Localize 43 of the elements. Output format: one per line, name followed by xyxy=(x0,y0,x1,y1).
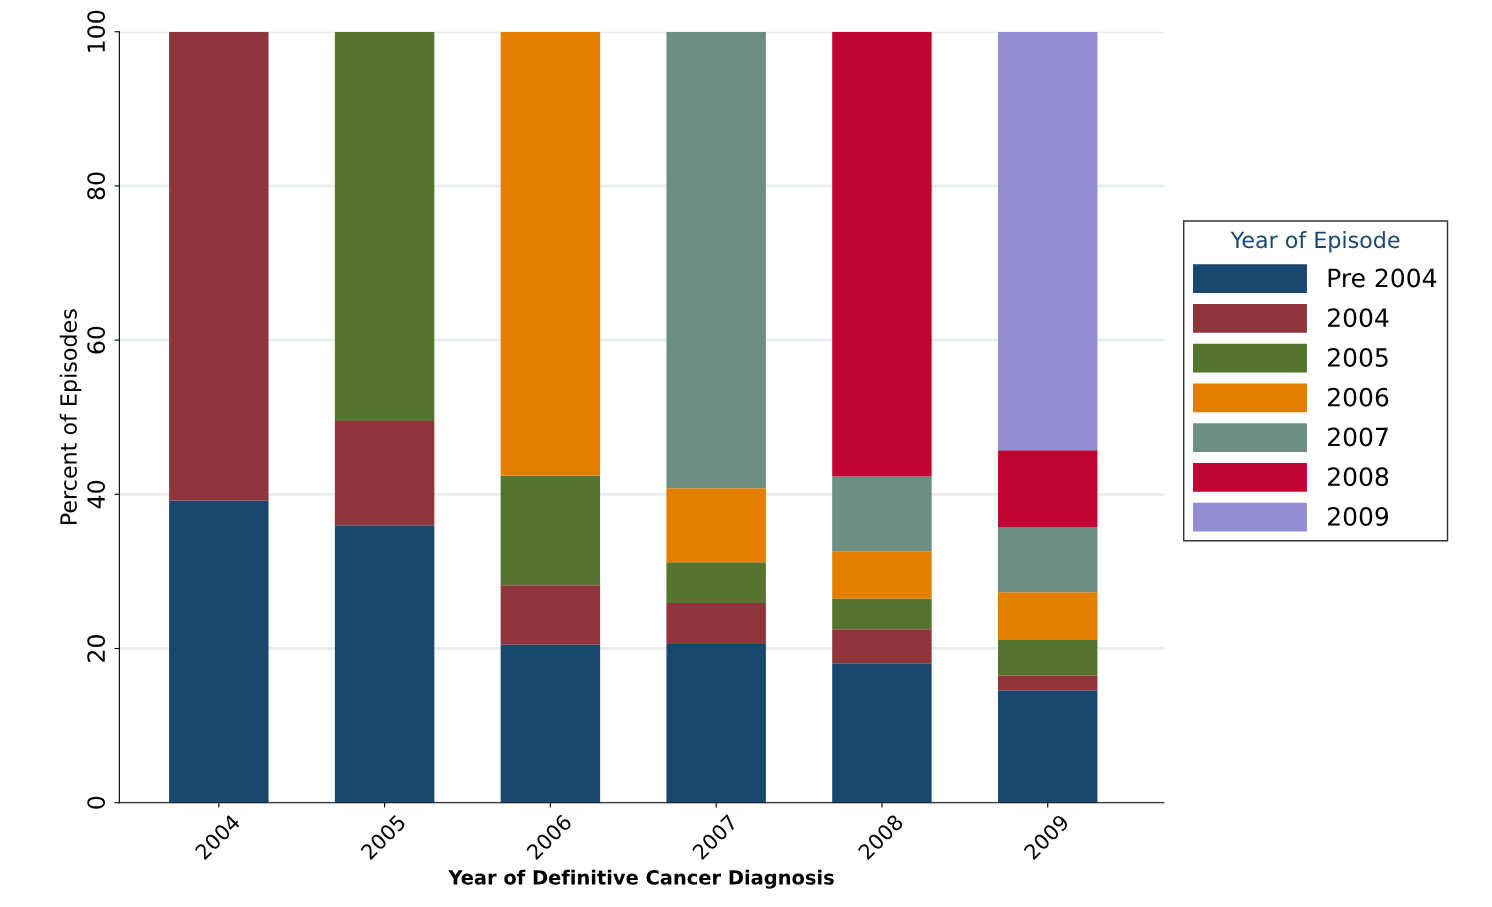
bar xyxy=(832,31,932,477)
y-tick-label: 0 xyxy=(87,796,106,809)
bar xyxy=(997,690,1098,803)
bar xyxy=(997,592,1098,641)
legend-label: 2006 xyxy=(1328,387,1389,407)
bar xyxy=(832,663,932,803)
x-axis-title: Year of Definitive Cancer Diagnosis xyxy=(448,869,834,889)
bar xyxy=(500,475,601,586)
bar xyxy=(169,31,269,501)
legend-label: 2008 xyxy=(1328,467,1389,487)
legend-label: 2005 xyxy=(1328,348,1388,367)
legend-label: 2004 xyxy=(1328,308,1389,328)
bar xyxy=(334,525,435,803)
y-tick-label: 60 xyxy=(87,326,106,354)
y-axis-title: Percent of Episodes xyxy=(59,309,82,525)
bar xyxy=(997,640,1098,676)
bar xyxy=(666,603,766,644)
legend-label: 2007 xyxy=(1328,427,1388,447)
bar xyxy=(500,31,601,476)
bar xyxy=(832,598,932,630)
legend-label: 2009 xyxy=(1328,507,1389,526)
legend-label: Pre 2004 xyxy=(1328,268,1437,288)
bar xyxy=(832,551,932,599)
bar xyxy=(334,31,435,422)
bar xyxy=(832,629,932,664)
y-tick-label: 100 xyxy=(87,10,106,52)
bar xyxy=(169,500,269,803)
bar xyxy=(666,643,766,803)
bar xyxy=(832,476,932,552)
bar xyxy=(997,31,1098,451)
bar xyxy=(666,562,766,604)
y-tick-label: 40 xyxy=(87,480,106,509)
bar xyxy=(666,488,766,563)
bar xyxy=(997,675,1098,691)
bar xyxy=(334,421,435,526)
bar xyxy=(997,527,1098,593)
y-tick-label: 80 xyxy=(87,172,106,200)
bar xyxy=(500,644,601,803)
bar xyxy=(997,450,1098,528)
y-tick-label: 20 xyxy=(87,635,106,662)
bar xyxy=(666,31,766,489)
legend-title: Year of Episode xyxy=(1230,231,1400,253)
bar xyxy=(500,585,601,645)
